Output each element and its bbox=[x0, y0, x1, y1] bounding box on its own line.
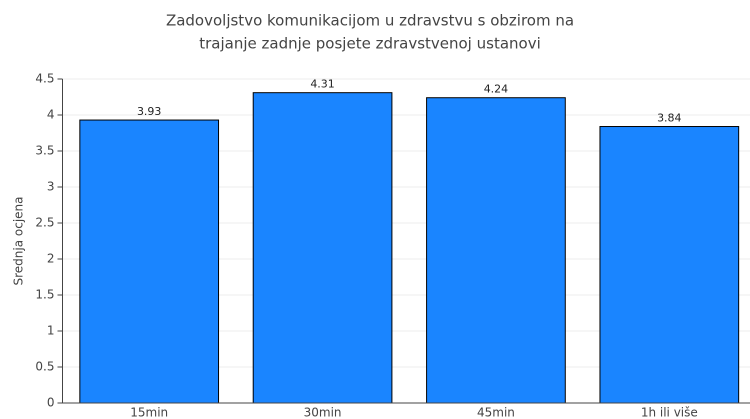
y-tick-label: 2.5 bbox=[35, 216, 54, 230]
y-tick-label: 1 bbox=[47, 324, 55, 338]
x-tick-label: 30min bbox=[304, 406, 342, 419]
chart-title: trajanje zadnje posjete zdravstvenoj ust… bbox=[199, 35, 541, 53]
y-tick-label: 1.5 bbox=[35, 288, 54, 302]
y-tick-label: 0.5 bbox=[35, 360, 54, 374]
data-label: 4.24 bbox=[484, 83, 509, 96]
bar bbox=[79, 119, 220, 404]
data-label: 3.93 bbox=[137, 105, 162, 118]
bar bbox=[252, 92, 393, 404]
data-label: 3.84 bbox=[657, 112, 682, 125]
y-axis-label: Srednja ocjena bbox=[12, 196, 26, 285]
y-tick-label: 4.5 bbox=[35, 72, 54, 86]
bar bbox=[599, 126, 740, 404]
y-tick-label: 0 bbox=[47, 396, 55, 410]
x-tick-label: 45min bbox=[477, 406, 515, 419]
bar bbox=[426, 97, 566, 404]
x-tick-label: 15min bbox=[130, 406, 168, 419]
chart-title: Zadovoljstvo komunikacijom u zdravstvu s… bbox=[166, 12, 574, 30]
y-tick-label: 4 bbox=[47, 108, 55, 122]
data-label: 4.31 bbox=[310, 78, 335, 91]
y-tick-label: 3 bbox=[47, 180, 55, 194]
y-tick-label: 2 bbox=[47, 252, 55, 266]
x-tick-label: 1h ili više bbox=[641, 406, 698, 419]
y-tick-label: 3.5 bbox=[35, 144, 54, 158]
